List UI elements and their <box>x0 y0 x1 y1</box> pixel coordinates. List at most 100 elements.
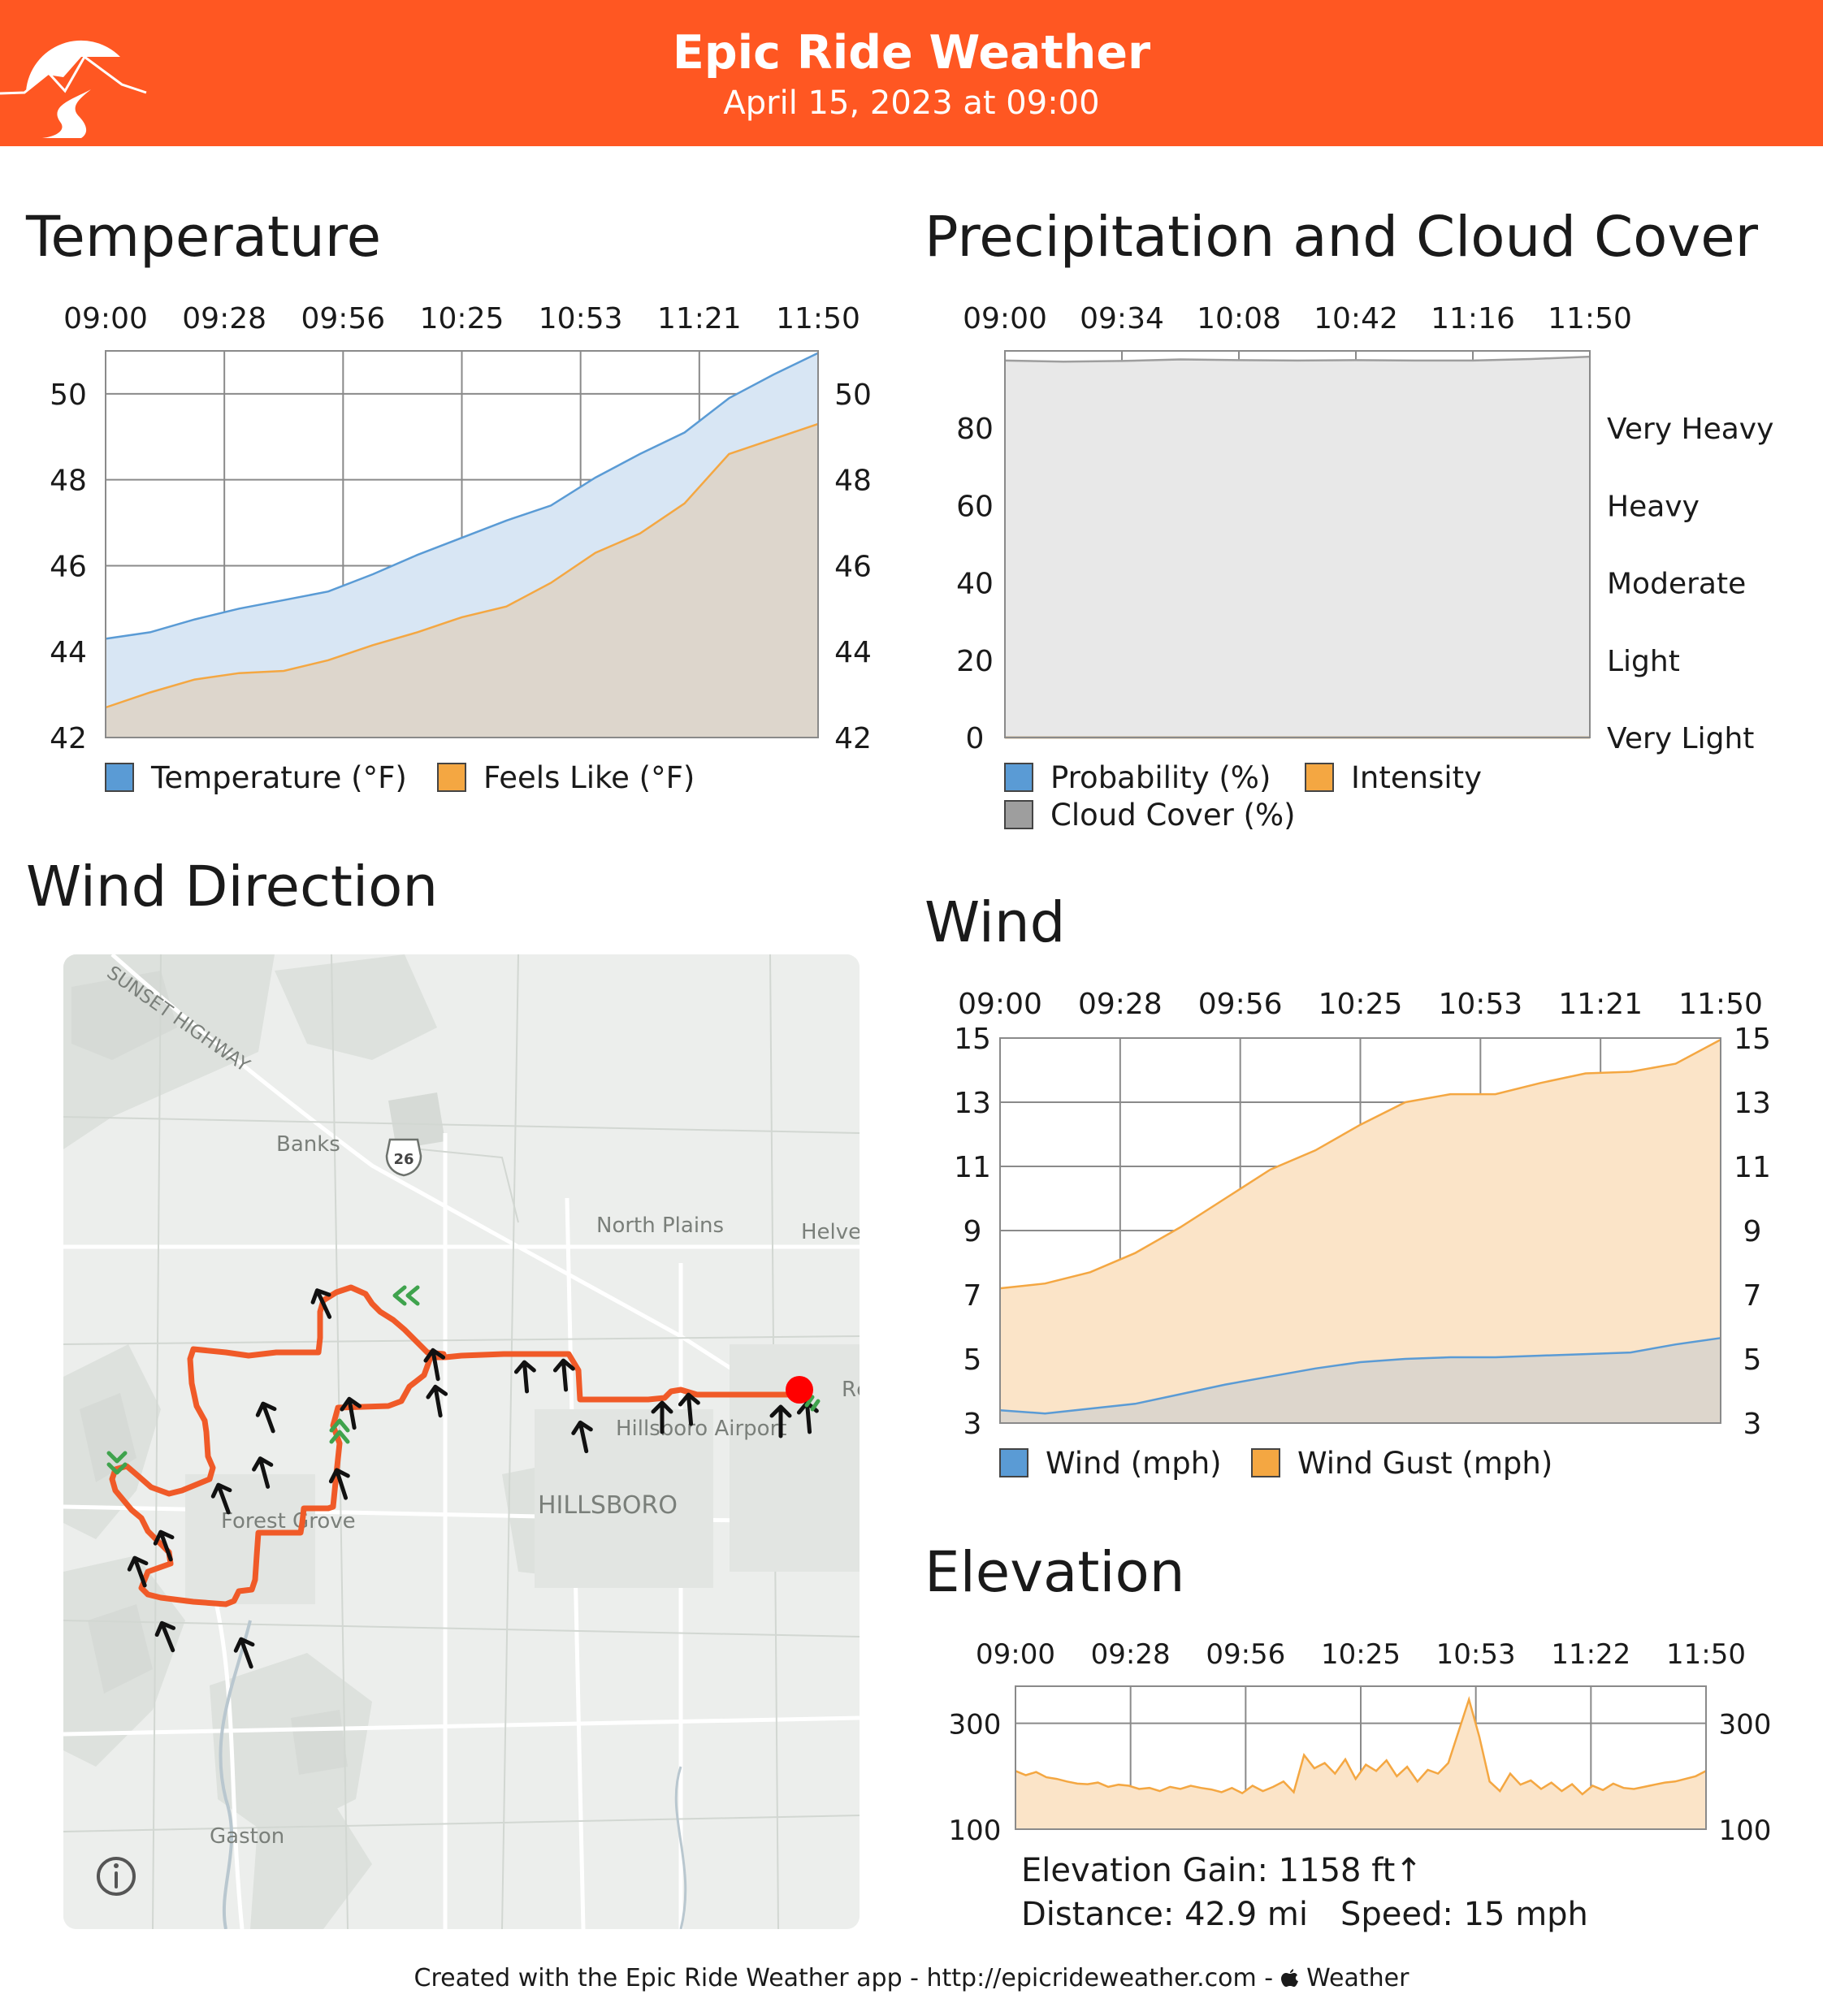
info-icon[interactable] <box>97 1857 136 1896</box>
wind-arrow-icon <box>255 1401 277 1434</box>
elevation-series-0-line <box>1015 1695 1707 1796</box>
elevation-gain: Elevation Gain: 1158 ft↑ <box>1021 1852 1422 1889</box>
elevation-title: Elevation <box>924 1540 1185 1605</box>
elevation-x-tick-label: 11:50 <box>1666 1638 1746 1671</box>
precipitation-x-tick-label: 11:50 <box>1548 302 1632 335</box>
wind-arrow-icon <box>513 1360 536 1394</box>
elevation-y2-tick-label: 100 <box>1719 1815 1772 1847</box>
footer-weather: Weather <box>1306 1964 1409 1992</box>
wind-series-0-line <box>999 1337 1721 1415</box>
wind-y-tick-label: 11 <box>954 1151 991 1184</box>
temperature-plot-frame <box>105 350 819 738</box>
temperature-x-tick-label: 10:25 <box>420 302 504 335</box>
precipitation-legend-swatch <box>1004 800 1033 829</box>
temperature-chart: 09:00 09:28 09:56 10:25 10:53 11:21 11:50 42 44 4… <box>50 302 872 795</box>
apple-logo-icon <box>1280 1969 1298 1987</box>
temperature-y2-tick-label: 48 <box>834 465 872 498</box>
precipitation-chart: 09:00 09:34 10:08 10:42 11:16 11:50 0 20 40 60 80 V… <box>956 302 1773 833</box>
wind-series-1-area <box>1000 1040 1721 1423</box>
map-urban-area <box>185 1344 860 1604</box>
wind-y-tick-label: 13 <box>954 1087 991 1120</box>
temperature-y-tick-label: 42 <box>50 722 87 755</box>
wind-arrow-icon <box>310 1288 332 1319</box>
precipitation-legend-swatch <box>1004 763 1033 792</box>
forecast-date: April 15, 2023 at 09:00 <box>723 84 1100 122</box>
wind-plot-frame <box>999 1037 1721 1424</box>
temperature-y-tick-label: 44 <box>50 636 87 669</box>
wind-x-tick-label: 09:56 <box>1198 988 1283 1021</box>
elevation-series-0-area <box>1015 1699 1706 1829</box>
double-chevron-icon <box>106 1451 128 1475</box>
precipitation-x-tick-label: 10:08 <box>1197 302 1281 335</box>
wind-legend-swatch <box>1251 1448 1280 1477</box>
precipitation-legend-label: Cloud Cover (%) <box>1050 798 1296 833</box>
temperature-y2-tick-label: 46 <box>834 550 872 583</box>
map-label-forest-grove: Forest Grove <box>221 1509 356 1534</box>
highway-shield-number: 26 <box>393 1151 414 1168</box>
route-start-marker[interactable] <box>786 1376 813 1404</box>
wind-series-1-line <box>999 1038 1721 1290</box>
elevation-x-tick-label: 10:25 <box>1321 1638 1401 1671</box>
precipitation-plot-frame <box>1004 350 1591 738</box>
wind-legend-swatch <box>999 1448 1028 1477</box>
temperature-y2-tick-label: 50 <box>834 379 872 412</box>
wind-x-tick-label: 11:50 <box>1678 988 1763 1021</box>
wind-y2-tick-label: 9 <box>1743 1215 1762 1248</box>
temperature-legend-swatch <box>105 763 134 792</box>
wind-y-tick-label: 7 <box>963 1279 982 1313</box>
elevation-x-tick-label: 10:53 <box>1436 1638 1516 1671</box>
temperature-y-tick-label: 50 <box>50 379 87 412</box>
wind-arrow-icon <box>340 1396 362 1430</box>
map-label-north-plains: North Plains <box>596 1213 724 1238</box>
footer: Created with the Epic Ride Weather app -… <box>0 1964 1823 1992</box>
precipitation-y2-tick-label: Very Heavy <box>1607 413 1773 446</box>
temperature-series-1-line <box>105 422 819 709</box>
wind-arrow-icon <box>154 1620 176 1653</box>
elevation-x-tick-label: 09:28 <box>1091 1638 1171 1671</box>
wind-x-tick-label: 10:25 <box>1319 988 1403 1021</box>
wind-y-tick-label: 15 <box>954 1023 991 1056</box>
double-chevron-icon <box>804 1395 821 1412</box>
wind-arrow-icon <box>423 1348 446 1382</box>
precipitation-y-tick-label: 20 <box>956 645 994 678</box>
wind-title: Wind <box>924 890 1066 955</box>
map-label-edge: Rc <box>842 1378 860 1402</box>
precipitation-series-2-area <box>1005 357 1590 738</box>
precipitation-x-tick-label: 11:16 <box>1431 302 1515 335</box>
temperature-legend-label: Temperature (°F) <box>150 760 407 795</box>
map-river <box>219 1620 252 1929</box>
double-chevron-icon <box>392 1285 420 1306</box>
map-river <box>674 1766 687 1929</box>
route-distance: Distance: 42.9 mi <box>1021 1896 1308 1933</box>
elevation-y2-tick-label: 300 <box>1719 1709 1772 1741</box>
wind-arrow-icon <box>552 1358 575 1392</box>
highway-shield-icon: 26 <box>385 1138 422 1177</box>
temperature-x-tick-label: 11:21 <box>657 302 742 335</box>
precipitation-y2-tick-label: Moderate <box>1607 568 1746 601</box>
temperature-legend-swatch <box>437 763 466 792</box>
precipitation-legend-label: Probability (%) <box>1050 760 1271 795</box>
mountain-road-logo-icon <box>0 40 147 138</box>
wind-y2-tick-label: 15 <box>1734 1023 1771 1056</box>
wind-arrow-icon <box>153 1529 175 1562</box>
wind-y2-tick-label: 3 <box>1743 1408 1762 1441</box>
elevation-y-tick-label: 100 <box>949 1815 1002 1847</box>
temperature-y2-tick-label: 42 <box>834 722 872 755</box>
temperature-y2-tick-label: 44 <box>834 636 872 669</box>
map-label-helvetia: Helvet <box>801 1220 860 1244</box>
wind-x-tick-label: 11:21 <box>1558 988 1643 1021</box>
wind-y2-tick-label: 7 <box>1743 1279 1762 1313</box>
wind-arrow-icon <box>571 1420 593 1454</box>
precipitation-x-tick-label: 09:34 <box>1080 302 1164 335</box>
temperature-x-tick-label: 09:00 <box>63 302 148 335</box>
wind-direction-map[interactable]: SUNSET HIGHWAY Banks North Plains Helvet… <box>63 954 860 1929</box>
map-label-hillsboro: HILLSBORO <box>538 1491 678 1520</box>
wind-y2-tick-label: 13 <box>1734 1087 1771 1120</box>
map-canvas[interactable]: SUNSET HIGHWAY Banks North Plains Helvet… <box>63 954 860 1929</box>
map-terrain-dark <box>71 971 445 1775</box>
temperature-y-tick-label: 46 <box>50 550 87 583</box>
map-label-gaston: Gaston <box>210 1824 284 1849</box>
precipitation-title: Precipitation and Cloud Cover <box>924 205 1759 270</box>
precipitation-legend-label: Intensity <box>1351 760 1482 795</box>
